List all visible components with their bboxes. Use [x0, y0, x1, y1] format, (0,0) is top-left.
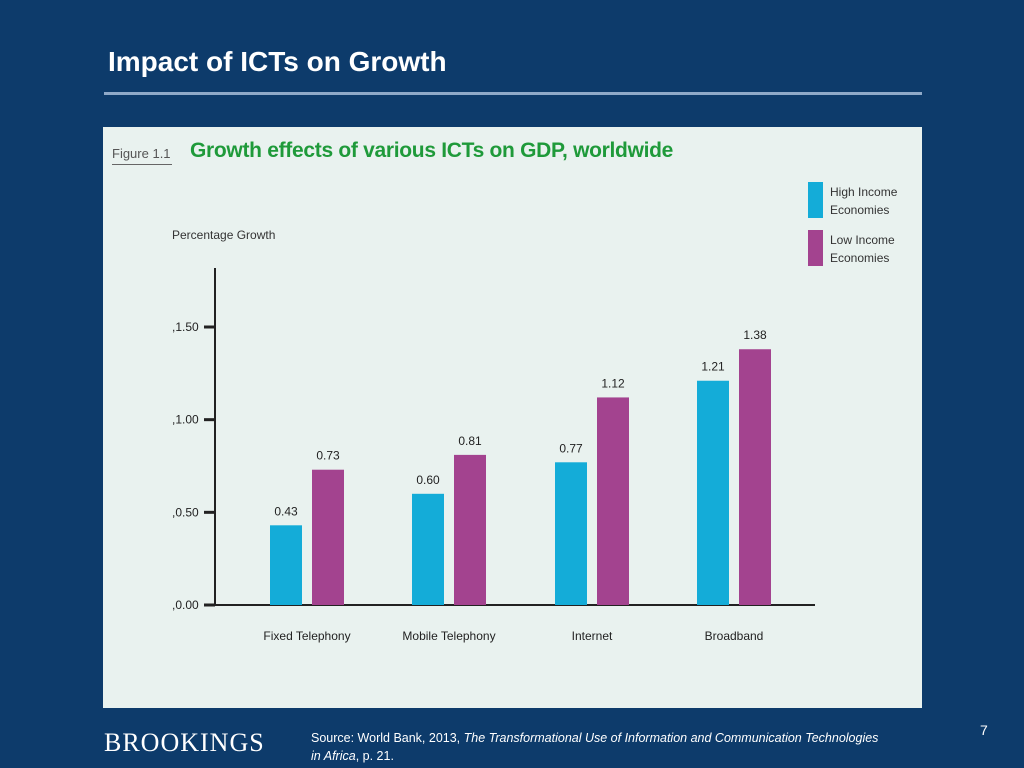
data-label: 1.38: [743, 328, 767, 342]
data-label: 0.60: [416, 473, 440, 487]
bar-low-income: [597, 397, 629, 605]
bar-low-income: [454, 454, 486, 605]
legend-high-income-line1: High Income: [830, 185, 898, 199]
y-tick-label: ,1.50: [172, 320, 199, 334]
bar-high-income: [555, 462, 587, 605]
y-axis-label: Percentage Growth: [172, 228, 275, 242]
figure-panel: [103, 127, 922, 708]
y-tick-label: ,1.00: [172, 413, 199, 427]
data-label: 0.73: [316, 449, 340, 463]
bar-low-income: [312, 469, 344, 605]
data-label: 0.77: [559, 441, 583, 455]
figure-label: Figure 1.1: [112, 146, 171, 161]
data-label: 0.81: [458, 434, 482, 448]
x-tick-label: Fixed Telephony: [263, 629, 350, 643]
source-note: Source: World Bank, 2013, The Transforma…: [311, 729, 891, 765]
legend-label-high-income: High Income Economies: [830, 183, 910, 219]
data-label: 1.21: [701, 360, 725, 374]
x-tick-label: Internet: [572, 629, 613, 643]
legend-high-income-line2: Economies: [830, 203, 890, 217]
source-prefix: Source: World Bank, 2013,: [311, 731, 464, 745]
legend-swatch-high-income: [808, 182, 823, 218]
brookings-logo: BROOKINGS: [104, 728, 265, 757]
legend-swatch-low-income: [808, 230, 823, 266]
chart-title: Growth effects of various ICTs on GDP, w…: [190, 139, 674, 162]
page-number: 7: [980, 722, 988, 738]
slide-title: Impact of ICTs on Growth: [108, 46, 447, 77]
source-work-title: The Transformational Use of Information …: [311, 731, 879, 763]
source-suffix: , p. 21.: [355, 749, 394, 763]
y-tick-label: ,0.50: [172, 505, 199, 519]
figure-label-underline: [112, 164, 172, 165]
bar-high-income: [697, 380, 729, 605]
legend-label-low-income: Low Income Economies: [830, 231, 910, 267]
data-label: 0.43: [274, 504, 298, 518]
x-tick-label: Broadband: [705, 629, 764, 643]
bar-low-income: [739, 349, 771, 605]
data-label: 1.12: [601, 376, 625, 390]
x-tick-label: Mobile Telephony: [402, 629, 495, 643]
title-divider: [104, 92, 922, 95]
legend-low-income-line1: Low Income: [830, 233, 895, 247]
y-tick-label: ,0.00: [172, 598, 199, 612]
bar-high-income: [412, 493, 444, 605]
legend-low-income-line2: Economies: [830, 251, 890, 265]
bar-high-income: [270, 525, 302, 605]
